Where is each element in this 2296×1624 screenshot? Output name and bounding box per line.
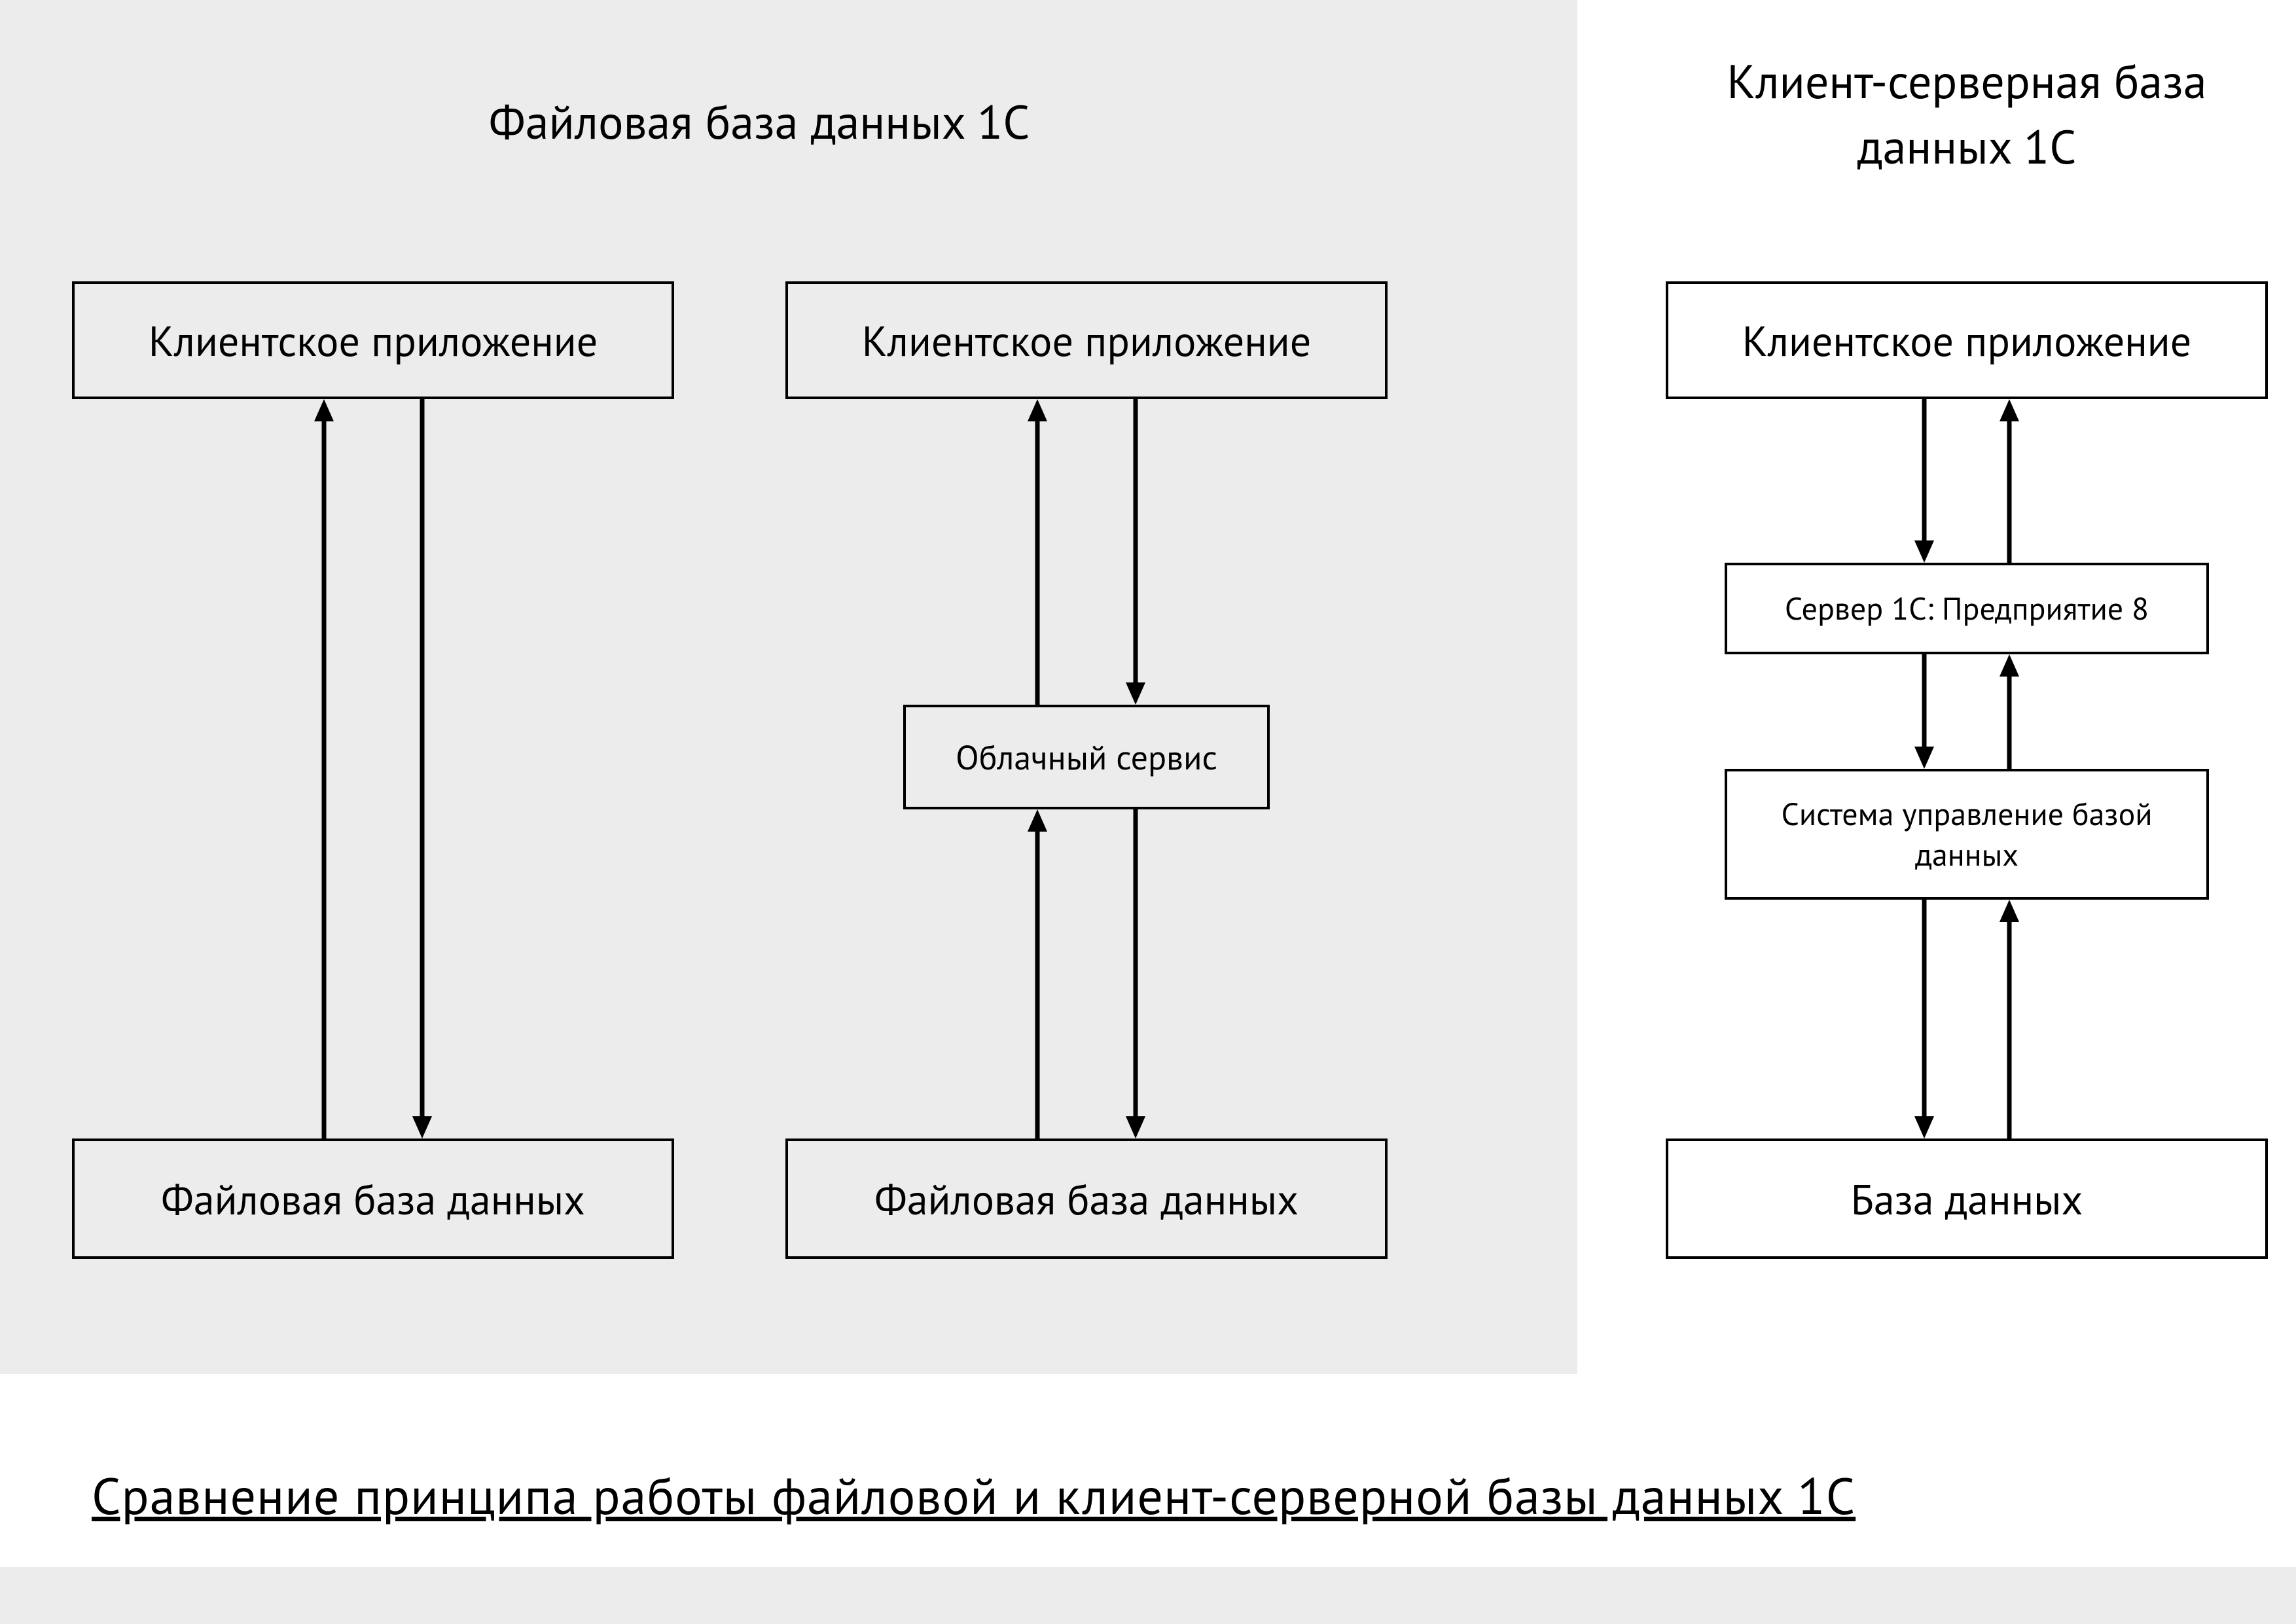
arrows-layer [0, 0, 2296, 1624]
diagram-caption: Сравнение принципа работы файловой и кли… [92, 1462, 1856, 1528]
footer-band [0, 1567, 2296, 1624]
